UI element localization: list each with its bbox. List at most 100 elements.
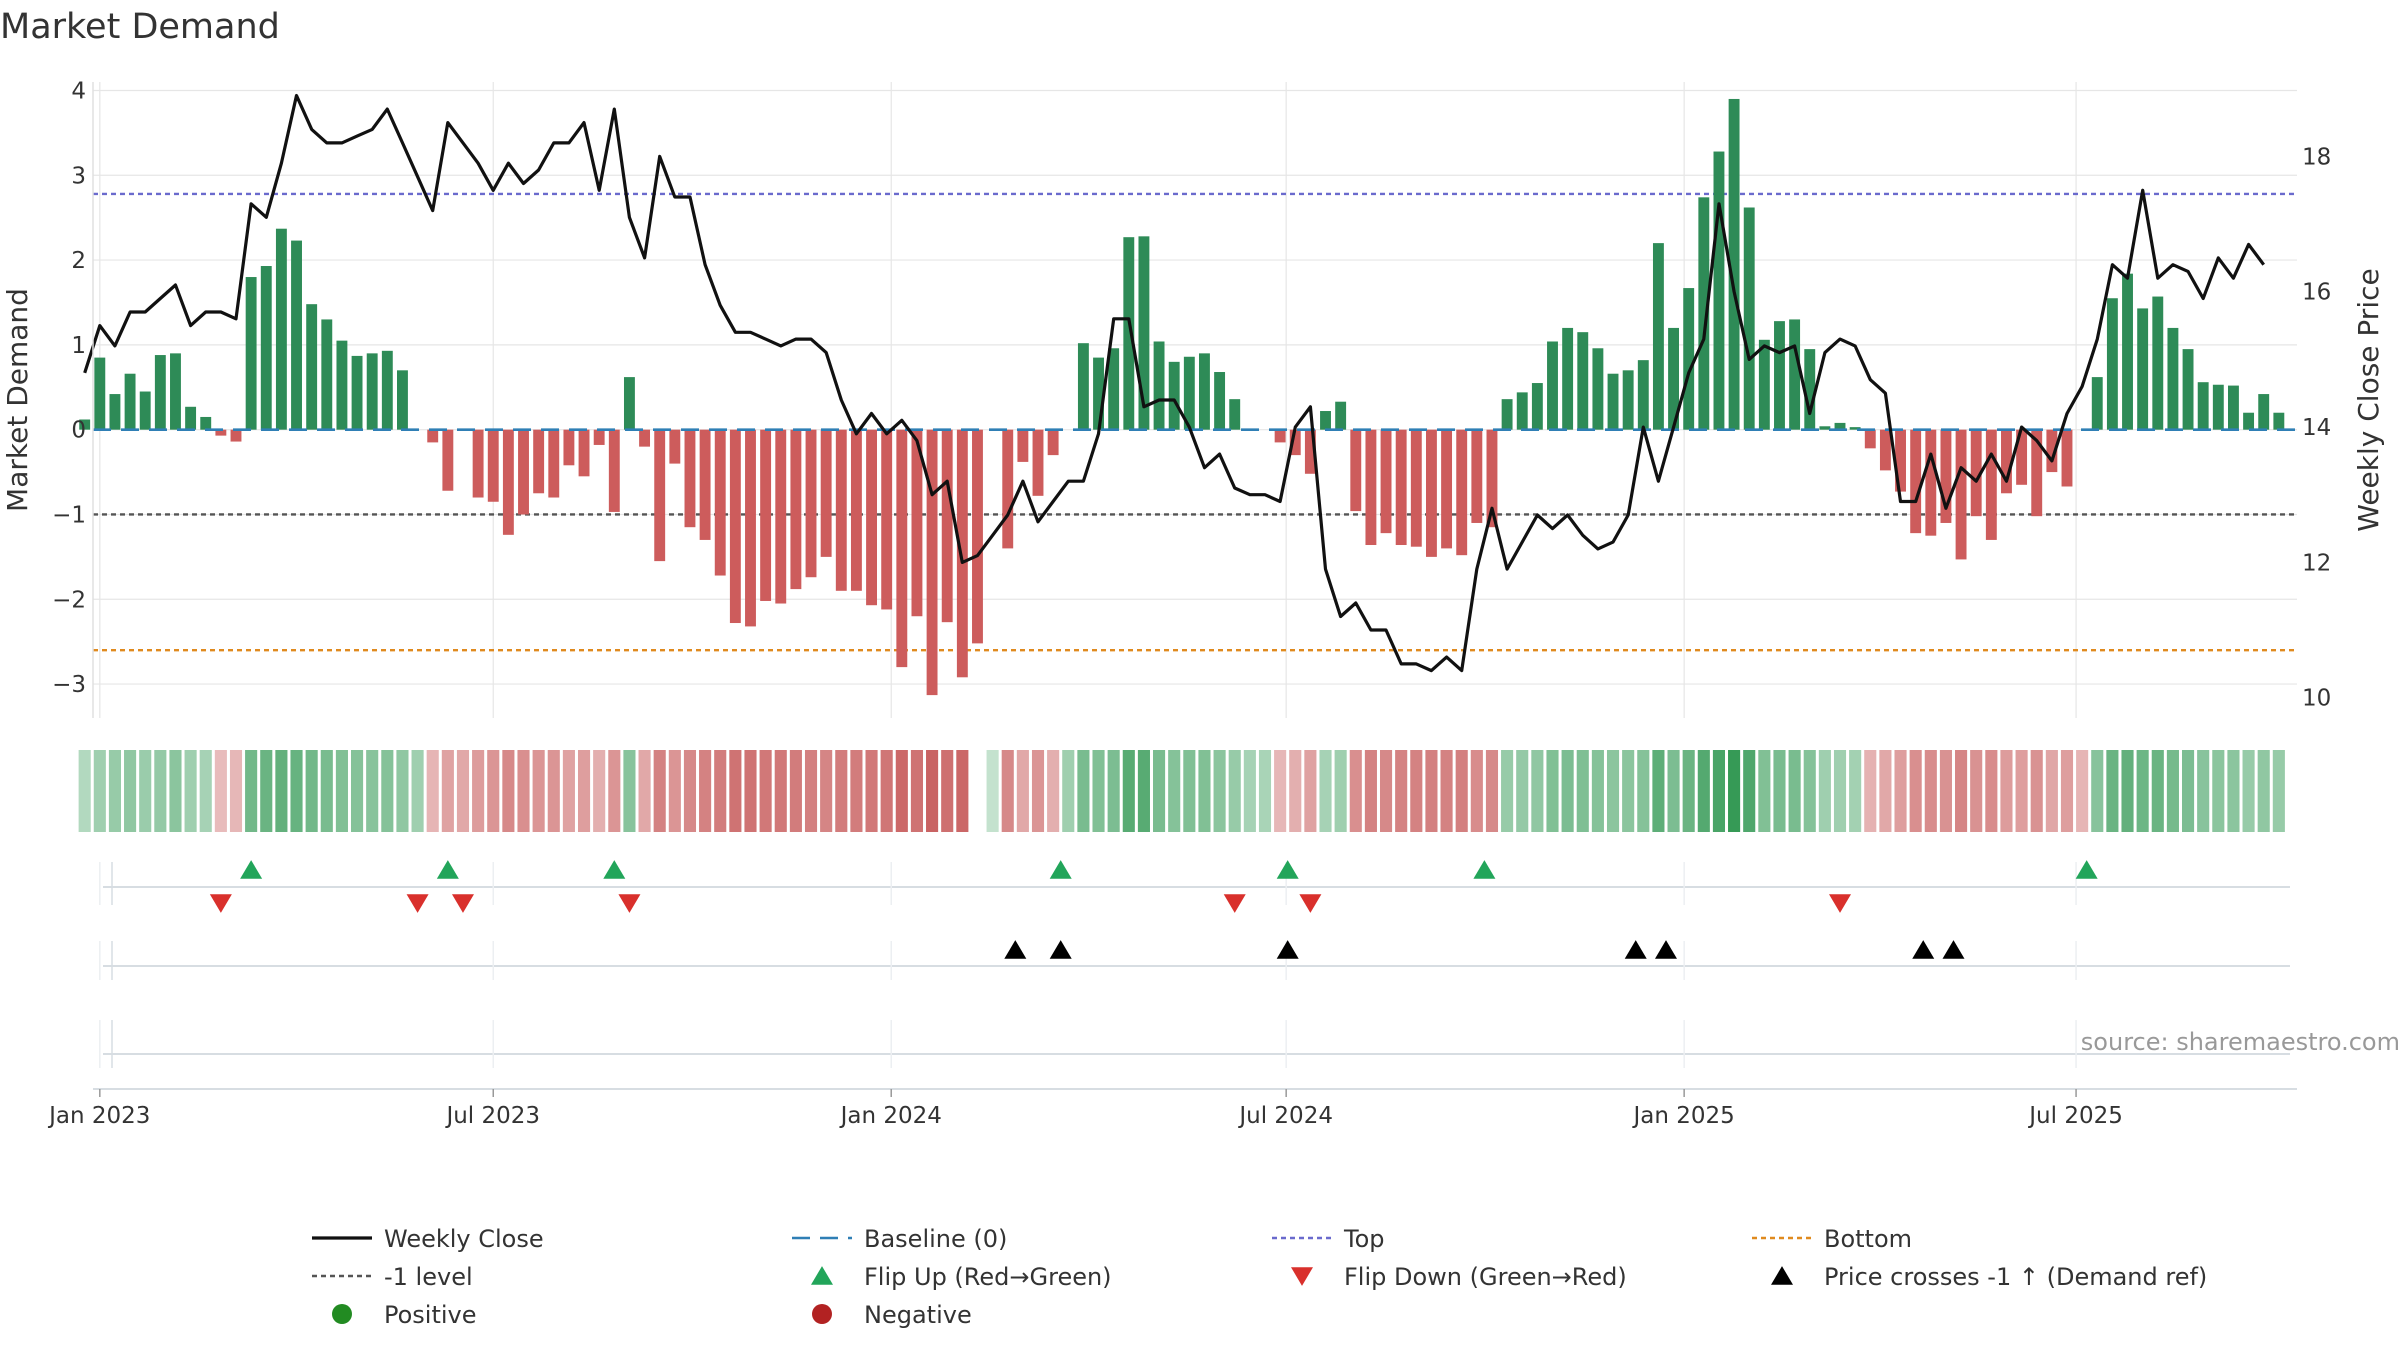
negative-demand-bar [1910, 429, 1922, 534]
heat-cell-negative [547, 750, 560, 832]
negative-demand-bar [1410, 429, 1422, 547]
positive-demand-bar [381, 350, 393, 430]
heat-cell-positive [1258, 750, 1272, 832]
x-axis-ticks: Jan 2023 Jul 2023 Jan 2024 Jul 2024 Jan 2025… [47, 1089, 2123, 1129]
positive-demand-bar [623, 377, 635, 430]
flip-up-marker [603, 860, 626, 879]
positive-demand-bar [2152, 296, 2164, 430]
positive-demand-bar [1849, 427, 1861, 430]
legend-label: Bottom [1824, 1225, 1912, 1253]
negative-demand-bar [518, 429, 529, 515]
positive-demand-bar [200, 416, 212, 430]
positive-demand-bar [2227, 385, 2239, 430]
price-cross-marker [1049, 940, 1072, 959]
negative-demand-bar [533, 429, 545, 494]
heat-cell-negative [668, 750, 681, 832]
heat-cell-positive [1773, 750, 1786, 832]
negative-demand-bar [442, 429, 454, 491]
heat-cell-positive [1591, 750, 1604, 832]
heat-cell-negative [472, 750, 485, 832]
negative-demand-bar [2016, 429, 2028, 485]
positive-demand-bar [1093, 357, 1104, 430]
left-tick-label: 3 [71, 163, 86, 189]
negative-demand-bar [1274, 429, 1286, 443]
heat-cell-positive [2227, 750, 2240, 832]
flip-up-marker [436, 860, 459, 879]
negative-demand-bar [639, 429, 651, 447]
negative-demand-bar [2046, 429, 2058, 473]
heat-cell-negative [1425, 750, 1438, 832]
left-tick-label: −3 [52, 672, 86, 698]
negative-demand-bar [820, 429, 832, 557]
heat-cell-negative [941, 750, 954, 832]
heat-cell-positive [1576, 750, 1589, 832]
positive-demand-bar [1562, 327, 1574, 430]
heat-cell-negative [714, 750, 727, 832]
legend-item-price-cross: Price crosses -1 ↑ (Demand ref) [1771, 1263, 2207, 1291]
negative-demand-bar [1350, 429, 1362, 512]
heat-cell-positive [305, 750, 318, 832]
positive-demand-bar [1108, 348, 1120, 430]
right-tick-label: 12 [2302, 550, 2331, 576]
negative-demand-bar [1380, 429, 1392, 534]
price-cross-marker [1276, 940, 1299, 959]
heat-cell-positive [1818, 750, 1831, 832]
heat-cell-positive [986, 750, 999, 832]
heat-cell-negative [577, 750, 591, 832]
negative-demand-bar [1425, 429, 1437, 557]
heat-cell-positive [1743, 750, 1756, 832]
heat-cell-negative [683, 750, 697, 832]
heat-cell-positive [1758, 750, 1771, 832]
heat-cell-negative [608, 750, 621, 832]
positive-demand-bar [1819, 426, 1831, 430]
flip-down-marker [209, 894, 232, 913]
legend-flip-up-swatch [811, 1266, 833, 1285]
heat-cell-positive [245, 750, 258, 832]
heat-cell-negative [865, 750, 878, 832]
positive-demand-bar [1501, 399, 1513, 430]
heat-cell-negative [1970, 750, 1983, 832]
heat-cell-negative [2060, 750, 2074, 832]
positive-demand-bar [351, 355, 363, 430]
heat-cell-positive [1697, 750, 1710, 832]
positive-demand-bar [2137, 308, 2149, 430]
negative-demand-bar [1304, 429, 1316, 474]
legend-item-bottom: Bottom [1752, 1225, 1912, 1253]
positive-demand-bar [1804, 349, 1816, 430]
heat-cell-negative [2030, 750, 2043, 832]
positive-demand-bar [306, 304, 318, 430]
positive-demand-bar [2243, 412, 2255, 430]
left-tick-label: 1 [71, 333, 86, 359]
legend-label: Price crosses -1 ↑ (Demand ref) [1824, 1263, 2207, 1291]
heat-cell-positive [124, 750, 137, 832]
main-grid [93, 82, 2297, 718]
heat-cell-negative [1879, 750, 1892, 832]
left-axis-label: Market Demand [1, 288, 34, 512]
positive-demand-bar [79, 419, 91, 430]
heat-cell-positive [1213, 750, 1226, 832]
heat-cell-negative [910, 750, 923, 832]
heat-cell-negative [487, 750, 500, 832]
heat-cell-negative [653, 750, 666, 832]
legend-label: Negative [864, 1301, 972, 1329]
heat-cell-negative [774, 750, 787, 832]
heat-cell-negative [638, 750, 651, 832]
negative-demand-bar [654, 429, 666, 562]
heat-cell-positive [2181, 750, 2195, 832]
x-tick-label: Jul 2023 [444, 1103, 540, 1129]
heat-cell-positive [1122, 750, 1135, 832]
flip-down-marker [1299, 894, 1322, 913]
positive-demand-bar [1789, 319, 1801, 430]
heat-cell-negative [895, 750, 908, 832]
price-cross-marker [1912, 940, 1935, 959]
negative-demand-bar [1002, 429, 1014, 549]
positive-demand-bar [397, 370, 408, 430]
legend-item-minus-one: -1 level [312, 1263, 473, 1291]
reference-level-lines [93, 192, 2297, 652]
positive-demand-bar [2091, 377, 2103, 430]
flip-markers [209, 860, 2098, 913]
negative-demand-bar [1471, 429, 1483, 523]
negative-demand-bar [593, 429, 605, 445]
heat-cell-negative [1289, 750, 1302, 832]
heat-cell-negative [804, 750, 818, 832]
